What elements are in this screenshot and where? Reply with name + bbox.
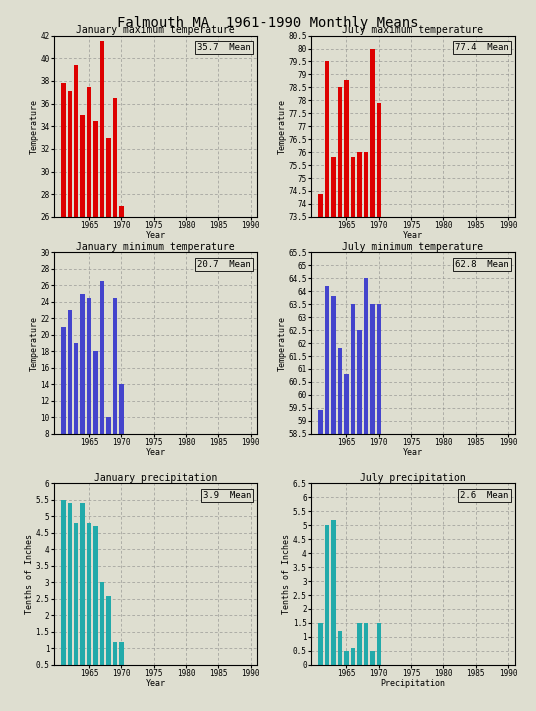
Bar: [318, 410, 323, 434]
Bar: [325, 525, 329, 665]
Bar: [87, 298, 92, 434]
Bar: [113, 98, 117, 217]
X-axis label: Year: Year: [145, 679, 166, 688]
Bar: [106, 137, 111, 217]
Bar: [351, 304, 355, 434]
Bar: [106, 417, 111, 434]
Bar: [61, 83, 65, 217]
Title: July maximum temperature: July maximum temperature: [342, 25, 483, 35]
Bar: [357, 623, 362, 665]
Bar: [376, 623, 381, 665]
Bar: [61, 326, 65, 434]
Bar: [363, 152, 368, 217]
Bar: [106, 596, 111, 665]
Text: 35.7  Mean: 35.7 Mean: [197, 43, 251, 52]
Bar: [61, 500, 65, 665]
Title: July minimum temperature: July minimum temperature: [342, 242, 483, 252]
Y-axis label: Temperature: Temperature: [278, 316, 287, 370]
Y-axis label: Temperature: Temperature: [30, 316, 39, 370]
Text: 77.4  Mean: 77.4 Mean: [455, 43, 509, 52]
Bar: [318, 623, 323, 665]
Y-axis label: Tenths of Inches: Tenths of Inches: [25, 534, 34, 614]
Bar: [113, 642, 117, 665]
Bar: [331, 296, 336, 434]
Bar: [93, 351, 98, 434]
X-axis label: Year: Year: [145, 448, 166, 457]
Bar: [68, 91, 72, 217]
Bar: [363, 623, 368, 665]
Bar: [113, 298, 117, 434]
Y-axis label: Temperature: Temperature: [278, 99, 287, 154]
X-axis label: Precipitation: Precipitation: [380, 679, 445, 688]
Text: 2.6  Mean: 2.6 Mean: [460, 491, 509, 500]
Bar: [351, 157, 355, 217]
Bar: [119, 384, 124, 434]
Bar: [370, 651, 375, 665]
Bar: [74, 523, 78, 665]
Bar: [331, 157, 336, 217]
Bar: [80, 115, 85, 217]
Title: January maximum temperature: January maximum temperature: [76, 25, 235, 35]
Bar: [74, 343, 78, 434]
Text: 20.7  Mean: 20.7 Mean: [197, 260, 251, 269]
Bar: [338, 87, 343, 217]
Y-axis label: Temperature: Temperature: [30, 99, 39, 154]
Bar: [357, 152, 362, 217]
Bar: [87, 523, 92, 665]
Bar: [376, 304, 381, 434]
Title: July precipitation: July precipitation: [360, 473, 466, 483]
Bar: [100, 41, 105, 217]
Bar: [338, 631, 343, 665]
Bar: [376, 103, 381, 217]
X-axis label: Year: Year: [403, 231, 423, 240]
Text: 3.9  Mean: 3.9 Mean: [203, 491, 251, 500]
X-axis label: Year: Year: [403, 448, 423, 457]
Title: January minimum temperature: January minimum temperature: [76, 242, 235, 252]
Bar: [370, 48, 375, 217]
Bar: [344, 374, 349, 434]
Bar: [93, 121, 98, 217]
Bar: [344, 651, 349, 665]
Bar: [100, 282, 105, 434]
Bar: [331, 520, 336, 665]
Bar: [93, 526, 98, 665]
Bar: [68, 503, 72, 665]
Bar: [80, 294, 85, 434]
Bar: [318, 193, 323, 217]
Title: January precipitation: January precipitation: [94, 473, 217, 483]
Bar: [370, 304, 375, 434]
Bar: [87, 87, 92, 217]
Bar: [119, 642, 124, 665]
Bar: [325, 61, 329, 217]
Bar: [351, 648, 355, 665]
Bar: [68, 310, 72, 434]
Bar: [325, 286, 329, 434]
Bar: [80, 503, 85, 665]
Bar: [338, 348, 343, 434]
X-axis label: Year: Year: [145, 231, 166, 240]
Bar: [119, 205, 124, 217]
Y-axis label: Tenths of Inches: Tenths of Inches: [282, 534, 292, 614]
Text: 62.8  Mean: 62.8 Mean: [455, 260, 509, 269]
Bar: [74, 65, 78, 217]
Bar: [100, 582, 105, 665]
Bar: [344, 80, 349, 217]
Bar: [363, 278, 368, 434]
Bar: [357, 330, 362, 434]
Text: Falmouth MA  1961-1990 Monthly Means: Falmouth MA 1961-1990 Monthly Means: [117, 16, 419, 31]
